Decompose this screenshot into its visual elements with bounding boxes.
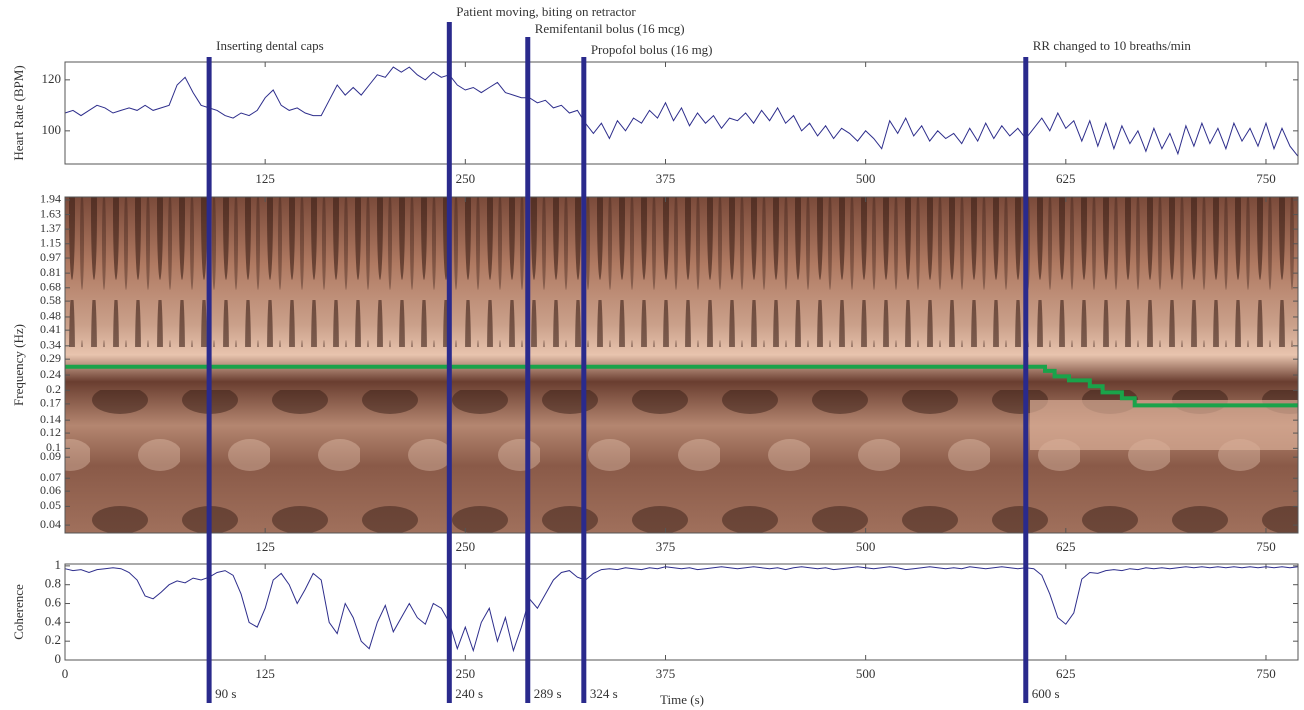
event-time-label: 600 s xyxy=(1032,686,1060,701)
y-tick-label: 0.07 xyxy=(40,470,61,484)
y-tick-label: 0.2 xyxy=(45,632,61,647)
event-time-label: 90 s xyxy=(215,686,236,701)
y-tick-label: 0.2 xyxy=(46,382,61,396)
x-axis-label: Time (s) xyxy=(660,692,704,707)
y-tick-label: 0.34 xyxy=(40,338,61,352)
data-line xyxy=(64,66,1299,157)
y-tick-label: 0.6 xyxy=(45,595,62,610)
x-tick-label: 750 xyxy=(1256,666,1276,681)
y-tick-label: 0.58 xyxy=(40,293,61,307)
x-tick-label: 375 xyxy=(656,666,676,681)
x-tick-label: 625 xyxy=(1056,171,1076,186)
y-tick-label: 0.41 xyxy=(40,322,61,336)
y-tick-label: 0.09 xyxy=(40,449,61,463)
y-tick-label: 0.12 xyxy=(40,425,61,439)
x-tick-label: 500 xyxy=(856,666,876,681)
y-axis-label: Heart Rate (BPM) xyxy=(11,65,26,160)
event-annotation: Patient moving, biting on retractor xyxy=(456,4,636,19)
panel-background xyxy=(65,564,1298,660)
y-axis-label: Coherence xyxy=(11,584,26,640)
y-tick-label: 0.4 xyxy=(45,613,62,628)
x-tick-label: 625 xyxy=(1056,666,1076,681)
y-tick-label: 0.17 xyxy=(40,396,61,410)
y-tick-label: 1.94 xyxy=(40,192,61,206)
y-tick-label: 0.81 xyxy=(40,265,61,279)
x-tick-label: 375 xyxy=(656,171,676,186)
y-tick-label: 0.06 xyxy=(40,483,61,497)
data-line xyxy=(64,566,1299,653)
panel-background xyxy=(65,62,1298,164)
y-axis-label: Frequency (Hz) xyxy=(11,324,26,406)
x-tick-label: 250 xyxy=(456,539,476,554)
y-tick-label: 0.14 xyxy=(40,412,61,426)
event-annotation: Remifentanil bolus (16 mcg) xyxy=(535,21,685,36)
event-annotation: Propofol bolus (16 mg) xyxy=(591,42,713,57)
x-tick-label: 500 xyxy=(856,171,876,186)
panel-frame xyxy=(64,196,1299,534)
y-tick-label: 100 xyxy=(42,122,62,137)
spectrogram-texture xyxy=(65,197,1298,347)
x-tick-label: 125 xyxy=(255,171,275,186)
y-tick-label: 0.1 xyxy=(46,440,61,454)
event-time-label: 240 s xyxy=(455,686,483,701)
y-tick-label: 0.68 xyxy=(40,280,61,294)
x-tick-label: 125 xyxy=(255,666,275,681)
spectrogram xyxy=(65,197,1298,533)
y-tick-label: 0.29 xyxy=(40,351,61,365)
event-time-label: 324 s xyxy=(590,686,618,701)
x-tick-label: 750 xyxy=(1256,539,1276,554)
x-tick-label: 750 xyxy=(1256,171,1276,186)
panel-frame xyxy=(64,563,1299,661)
y-tick-label: 1.63 xyxy=(40,206,61,220)
y-tick-label: 0.48 xyxy=(40,309,61,323)
event-time-label: 289 s xyxy=(534,686,562,701)
x-tick-label: 0 xyxy=(62,666,69,681)
data-line xyxy=(65,364,1298,408)
panel-frame xyxy=(64,61,1299,165)
spectrogram-texture xyxy=(1030,400,1298,450)
event-annotation: Inserting dental caps xyxy=(216,38,324,53)
y-tick-label: 0.24 xyxy=(40,367,61,381)
x-tick-label: 250 xyxy=(456,171,476,186)
y-tick-label: 1 xyxy=(55,557,62,572)
y-tick-label: 0.05 xyxy=(40,498,61,512)
y-tick-label: 1.15 xyxy=(40,236,61,250)
event-annotation: RR changed to 10 breaths/min xyxy=(1033,38,1192,53)
y-tick-label: 0.97 xyxy=(40,250,61,264)
y-tick-label: 120 xyxy=(42,71,62,86)
y-tick-label: 0.8 xyxy=(45,576,61,591)
y-tick-label: 1.37 xyxy=(40,221,61,235)
x-tick-label: 125 xyxy=(255,539,275,554)
y-tick-label: 0.04 xyxy=(40,517,61,531)
x-tick-label: 500 xyxy=(856,539,876,554)
x-tick-label: 625 xyxy=(1056,539,1076,554)
x-tick-label: 375 xyxy=(656,539,676,554)
x-tick-label: 250 xyxy=(456,666,476,681)
y-tick-label: 0 xyxy=(55,651,62,666)
